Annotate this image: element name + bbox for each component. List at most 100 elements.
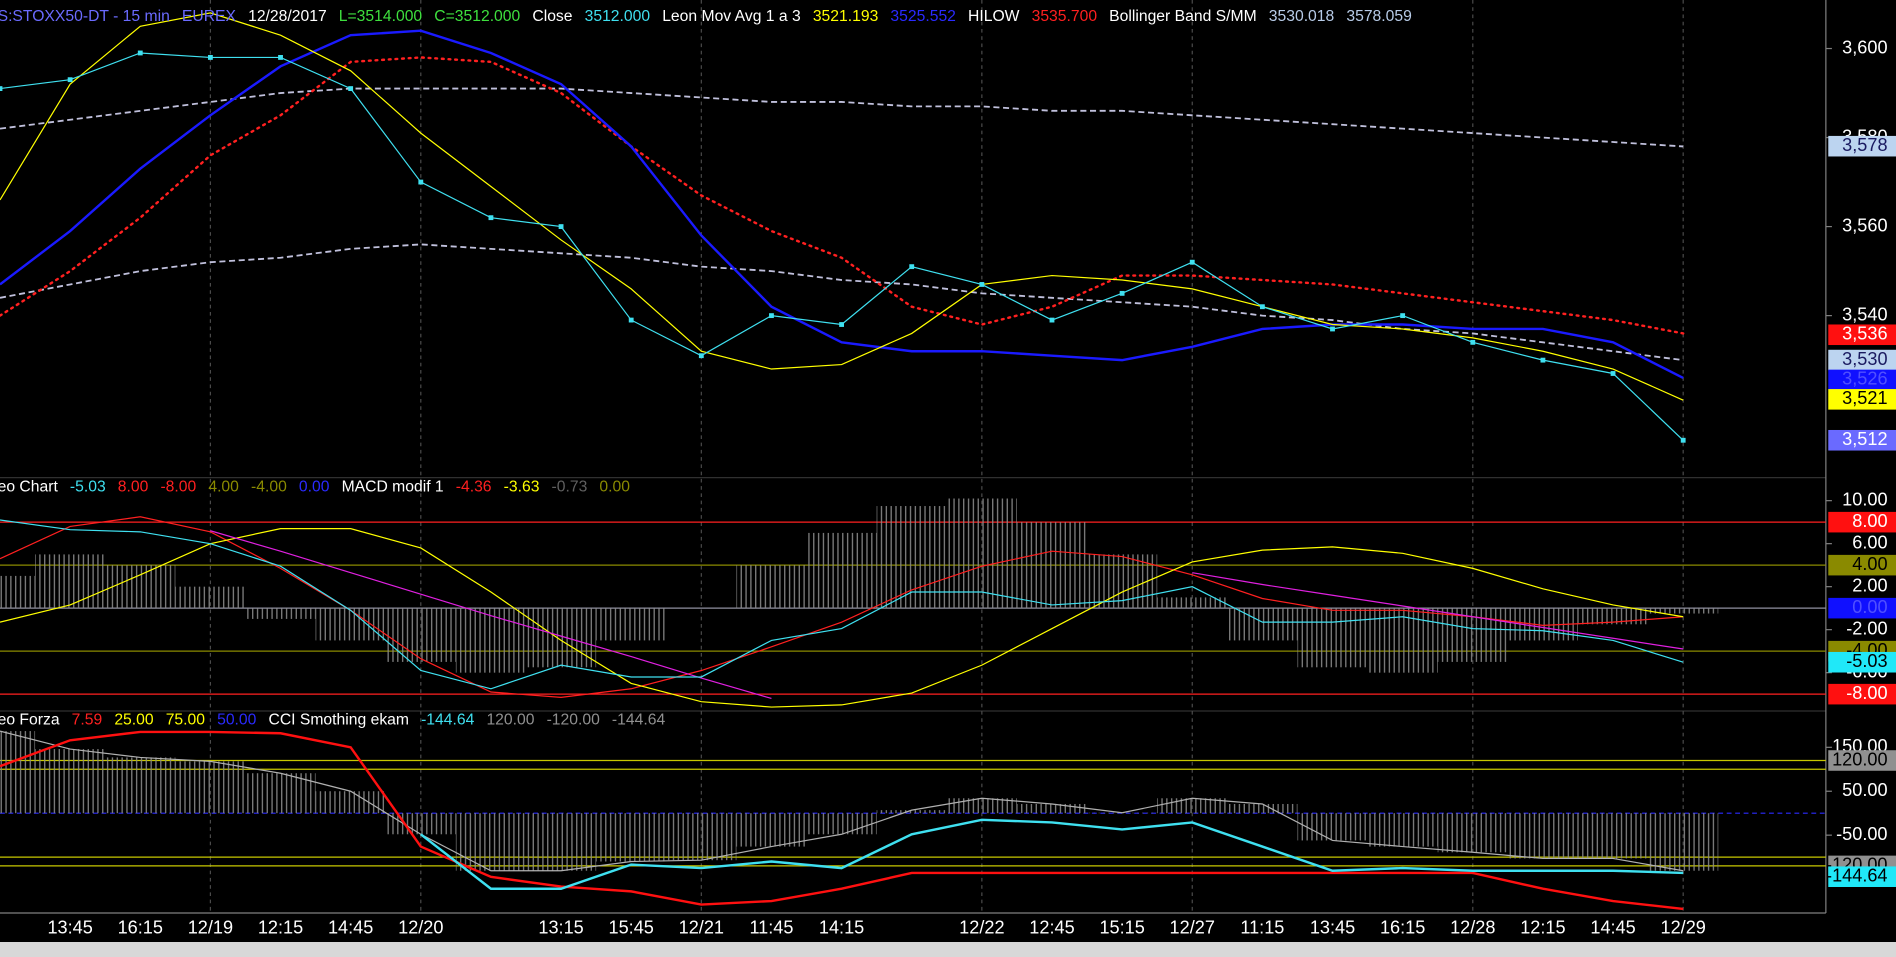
legend-item: -120.00 xyxy=(547,712,601,729)
point-marker xyxy=(1540,357,1546,363)
x-tick-label: 13:45 xyxy=(47,918,92,938)
series-line xyxy=(210,530,1684,700)
legend-item: -0.73 xyxy=(552,478,588,495)
last-value-label: 8.00 xyxy=(1852,511,1887,531)
point-marker xyxy=(1400,313,1406,319)
histogram-bar xyxy=(385,813,456,835)
histogram-bar xyxy=(1648,813,1719,871)
y-tick-label: 6.00 xyxy=(1852,532,1887,552)
legend: eo Chart -5.03 8.00 -8.00 4.00 -4.00 0.00 MACD … xyxy=(0,478,630,495)
legend-item: eo Forza xyxy=(0,712,60,729)
histogram-bar xyxy=(245,773,316,814)
histogram-bar xyxy=(736,813,807,847)
histogram-bar xyxy=(806,813,877,835)
legend-item: -8.00 xyxy=(160,478,196,495)
histogram-bar xyxy=(1297,608,1368,668)
point-marker xyxy=(1470,339,1476,345)
histogram-bar xyxy=(946,498,1017,609)
y-tick-label: 2.00 xyxy=(1852,575,1887,595)
scrollbar[interactable] xyxy=(0,942,1896,957)
histogram-bar xyxy=(1437,813,1508,853)
histogram-bar xyxy=(35,749,106,814)
histogram-bar xyxy=(1367,813,1438,847)
last-value-label: 3,526 xyxy=(1842,369,1887,389)
x-tick-label: 14:15 xyxy=(819,918,864,938)
last-value-label: -5.03 xyxy=(1846,651,1887,671)
y-tick-label: -2.00 xyxy=(1846,618,1887,638)
histogram-bar xyxy=(736,565,807,609)
x-tick-label: 12/28 xyxy=(1450,918,1495,938)
x-tick-label: 12:45 xyxy=(1029,918,1074,938)
histogram-bar xyxy=(876,810,947,814)
x-tick-label: 14:45 xyxy=(328,918,373,938)
histogram-bar xyxy=(455,813,526,871)
histogram-bar xyxy=(0,575,36,609)
histogram-bar xyxy=(1016,522,1088,609)
histogram-bar xyxy=(105,565,176,609)
legend-item: 25.00 xyxy=(114,712,154,729)
x-tick-label: 13:45 xyxy=(1310,918,1355,938)
last-value-label: 4.00 xyxy=(1852,554,1887,574)
point-marker xyxy=(979,282,985,287)
last-value-label: 3,512 xyxy=(1842,429,1887,449)
histogram-bar xyxy=(806,532,877,609)
histogram-bar xyxy=(1227,608,1298,641)
last-value-box xyxy=(1828,429,1896,451)
legend-item: 0.00 xyxy=(599,478,630,495)
point-marker xyxy=(1049,317,1055,323)
x-tick-label: 11:15 xyxy=(1240,918,1284,938)
point-marker xyxy=(1610,371,1616,376)
histogram-bar xyxy=(666,813,737,861)
point-marker xyxy=(1330,326,1335,332)
x-tick-label: 12/22 xyxy=(959,918,1004,938)
point-marker xyxy=(1189,259,1195,265)
last-value-box xyxy=(1828,389,1896,410)
series-line xyxy=(0,87,1684,148)
point-marker xyxy=(418,179,424,185)
series-line xyxy=(0,519,1684,690)
legend-item: 3525.552 xyxy=(890,8,955,25)
histogram-bar xyxy=(105,757,176,814)
legend-item: CCI Smothing ekam xyxy=(268,712,409,729)
x-tick-label: 12/19 xyxy=(188,918,233,938)
last-value-label: 3,521 xyxy=(1842,388,1887,408)
point-marker xyxy=(1119,290,1125,296)
histogram-bar xyxy=(385,608,456,662)
last-value-box xyxy=(1828,597,1896,619)
legend-item: 3535.700 xyxy=(1032,8,1098,25)
legend-item: 8.00 xyxy=(118,478,149,495)
last-value-label: 0.00 xyxy=(1852,597,1887,617)
y-tick-label: 10.00 xyxy=(1842,489,1887,509)
x-tick-label: 15:15 xyxy=(1099,918,1144,938)
x-tick-label: 12/21 xyxy=(679,918,724,938)
histogram-bar xyxy=(1507,813,1578,859)
legend-item: eo Chart xyxy=(0,478,58,495)
histogram-bar xyxy=(1016,803,1088,814)
histogram-bar xyxy=(525,813,597,871)
histogram-bar xyxy=(596,813,667,862)
legend-item: 120.00 xyxy=(486,712,534,729)
last-value-box xyxy=(1828,135,1896,157)
histogram-bar xyxy=(596,608,667,641)
point-marker xyxy=(207,55,213,60)
last-value-box xyxy=(1828,554,1896,576)
legend-item: -144.64 xyxy=(421,712,475,729)
legend-item: -4.36 xyxy=(456,478,492,495)
point-marker xyxy=(67,77,73,83)
legend-item: 3530.018 xyxy=(1269,8,1335,25)
legend-item: -4.00 xyxy=(251,478,287,495)
point-marker xyxy=(1680,437,1686,443)
x-tick-label: 12/29 xyxy=(1661,918,1706,938)
series-line xyxy=(420,818,1684,890)
point-marker xyxy=(348,86,354,92)
x-tick-label: 12:15 xyxy=(1520,918,1565,938)
series-line xyxy=(0,730,1684,872)
legend-item: 3578.059 xyxy=(1346,8,1411,25)
legend-item: 4.00 xyxy=(208,478,239,495)
y-tick-label: 50.00 xyxy=(1842,780,1887,800)
histogram-bar xyxy=(1648,608,1719,614)
histogram-bar xyxy=(315,791,386,814)
legend: eo Forza 7.59 25.00 75.00 50.00 CCI Smothing … xyxy=(0,712,665,729)
